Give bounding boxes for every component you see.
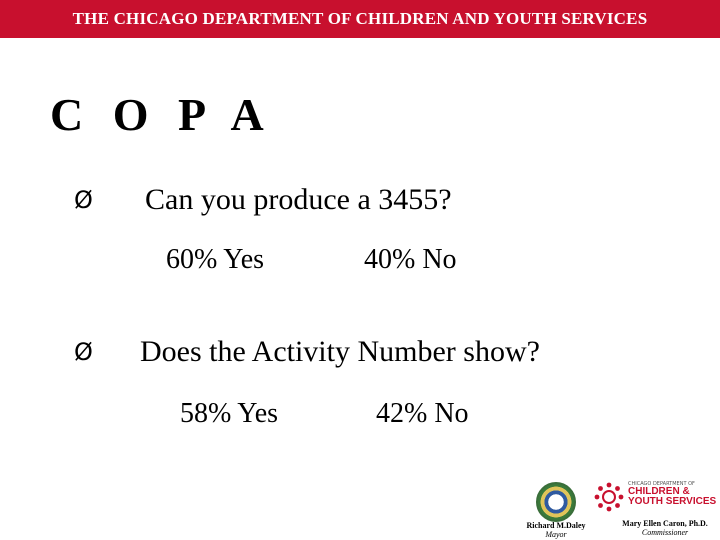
answer-1-no: 40% No [364,244,457,275]
dcys-logo-line2: YOUTH SERVICES [628,496,717,507]
header-text: THE CHICAGO DEPARTMENT OF CHILDREN AND Y… [72,9,648,28]
chicago-seal-icon [536,482,576,522]
header-banner: THE CHICAGO DEPARTMENT OF CHILDREN AND Y… [0,0,720,38]
question-1: Can you produce a 3455? [145,183,452,216]
mayor-role: Mayor [545,530,567,539]
mayor-signature: Richard M.Daley Mayor [515,521,597,539]
dcys-figures-icon [594,482,624,512]
dcys-logo-text: CHICAGO DEPARTMENT OF CHILDREN & YOUTH S… [628,482,716,507]
dcys-logo-small: CHICAGO DEPARTMENT OF [628,481,695,487]
dcys-logo-line1: CHILDREN & [628,486,690,497]
answer-2-no: 42% No [376,398,469,429]
mayor-name: Richard M.Daley [526,521,586,530]
commissioner-role: Commissioner [641,528,689,537]
commissioner-name: Mary Ellen Caron, Ph.D. [622,519,708,528]
page-title: C O P A [50,89,273,140]
question-2: Does the Activity Number show? [140,335,540,368]
arrow-bullet-icon: Ø [74,338,93,366]
answer-1-yes: 60% Yes [166,244,265,275]
commissioner-signature: Mary Ellen Caron, Ph.D. Commissioner [612,519,718,537]
answer-2-yes: 58% Yes [180,398,279,429]
arrow-bullet-icon: Ø [74,186,93,214]
